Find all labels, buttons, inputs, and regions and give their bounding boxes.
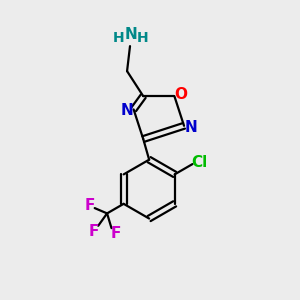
Text: F: F bbox=[111, 226, 121, 241]
Text: F: F bbox=[84, 198, 94, 213]
Text: Cl: Cl bbox=[191, 155, 207, 170]
Text: H: H bbox=[113, 31, 124, 45]
Text: F: F bbox=[88, 224, 99, 238]
Text: N: N bbox=[124, 27, 137, 42]
Text: O: O bbox=[174, 87, 188, 102]
Text: H: H bbox=[136, 31, 148, 45]
Text: N: N bbox=[184, 120, 197, 135]
Text: N: N bbox=[121, 103, 134, 118]
